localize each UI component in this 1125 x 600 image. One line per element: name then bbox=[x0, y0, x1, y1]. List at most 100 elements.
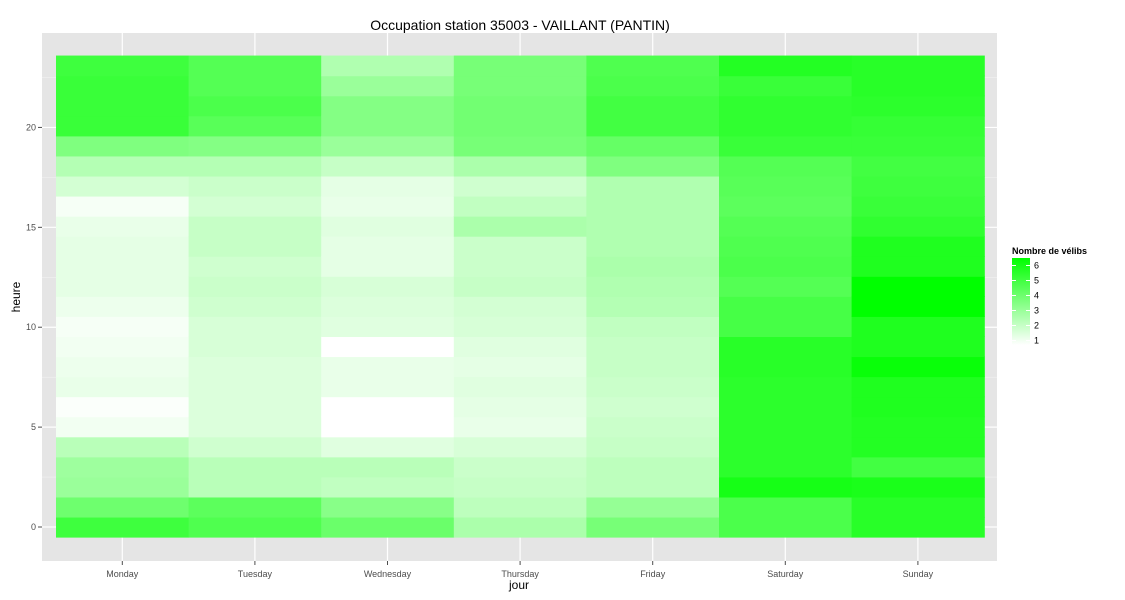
heatmap-cell bbox=[586, 416, 720, 438]
heatmap-cell bbox=[321, 296, 455, 317]
heatmap-cell bbox=[321, 396, 455, 418]
heatmap-cell bbox=[851, 336, 985, 358]
heatmap-cell bbox=[188, 216, 322, 237]
heatmap-cell bbox=[719, 195, 853, 217]
heatmap-cell bbox=[188, 155, 322, 177]
heatmap-cell bbox=[719, 216, 853, 237]
heatmap-cell bbox=[453, 236, 587, 257]
heatmap-cell bbox=[321, 516, 455, 538]
heatmap-cell bbox=[719, 95, 853, 117]
heatmap-cell bbox=[586, 195, 720, 217]
heatmap-cell bbox=[321, 95, 455, 117]
heatmap-cell bbox=[586, 115, 720, 137]
heatmap-cell bbox=[586, 516, 720, 538]
heatmap-cell bbox=[586, 436, 720, 458]
heatmap-cell bbox=[453, 276, 587, 297]
heatmap-cell bbox=[586, 216, 720, 237]
legend-tick-label: 2 bbox=[1034, 321, 1039, 331]
heatmap-cell bbox=[56, 436, 190, 458]
y-tick-label: 15 bbox=[26, 222, 36, 232]
heatmap-cell bbox=[188, 496, 322, 518]
heatmap-cell bbox=[586, 456, 720, 478]
heatmap-cell bbox=[321, 436, 455, 458]
heatmap-cell bbox=[719, 75, 853, 97]
heatmap-cell bbox=[321, 216, 455, 237]
heatmap-cell bbox=[56, 296, 190, 317]
legend-tick-label: 6 bbox=[1034, 261, 1039, 271]
heatmap-cell bbox=[851, 356, 985, 378]
legend-ticks: 1 2 3 4 5 6 bbox=[1012, 261, 1039, 346]
y-axis-title: heure bbox=[9, 281, 23, 312]
heatmap-cell bbox=[453, 75, 587, 97]
heatmap-cell bbox=[851, 236, 985, 257]
heatmap-cell bbox=[586, 336, 720, 358]
x-axis-ticks: Monday Tuesday Wednesday Thursday Friday Satu… bbox=[106, 561, 934, 579]
x-tick-label: Thursday bbox=[501, 569, 539, 579]
heatmap-cell bbox=[851, 496, 985, 518]
heatmap-cell bbox=[453, 216, 587, 237]
heatmap-cell bbox=[321, 476, 455, 498]
heatmap-cell bbox=[851, 316, 985, 337]
heatmap-cell bbox=[586, 236, 720, 257]
heatmap-cell bbox=[851, 476, 985, 498]
heatmap-cell bbox=[188, 336, 322, 358]
heatmap-cell bbox=[586, 476, 720, 498]
heatmap-cell bbox=[56, 336, 190, 358]
heatmap-cell bbox=[851, 516, 985, 538]
heatmap-cell bbox=[851, 195, 985, 217]
heatmap-cell bbox=[851, 456, 985, 478]
heatmap-cell bbox=[56, 316, 190, 337]
heatmap-cell bbox=[453, 516, 587, 538]
heatmap-cell bbox=[188, 236, 322, 257]
x-axis-title: jour bbox=[508, 578, 529, 592]
heatmap-cell bbox=[321, 175, 455, 197]
legend-tick-label: 4 bbox=[1034, 291, 1039, 301]
heatmap-cell bbox=[56, 416, 190, 438]
heatmap-cell bbox=[453, 356, 587, 378]
heatmap-cell bbox=[851, 95, 985, 117]
heatmap-cell bbox=[586, 75, 720, 97]
heatmap-cell bbox=[586, 256, 720, 277]
heatmap-cell bbox=[586, 376, 720, 398]
heatmap-cell bbox=[453, 155, 587, 177]
heatmap-cell bbox=[188, 476, 322, 498]
heatmap-cell bbox=[719, 55, 853, 77]
legend-tick-label: 1 bbox=[1034, 336, 1039, 346]
heatmap-cell bbox=[586, 296, 720, 317]
heatmap-cell bbox=[586, 155, 720, 177]
heatmap-cell bbox=[56, 256, 190, 277]
heatmap-cell bbox=[321, 55, 455, 77]
heatmap-cell bbox=[321, 356, 455, 378]
heatmap-cell bbox=[851, 376, 985, 398]
heatmap-cell bbox=[188, 416, 322, 438]
heatmap-cell bbox=[719, 336, 853, 358]
heatmap-cell bbox=[56, 516, 190, 538]
heatmap-cell bbox=[453, 416, 587, 438]
heatmap-cell bbox=[719, 416, 853, 438]
heatmap-cell bbox=[188, 256, 322, 277]
heatmap-cell bbox=[321, 456, 455, 478]
heatmap-cell bbox=[321, 316, 455, 337]
heatmap-cell bbox=[586, 396, 720, 418]
heatmap-cell bbox=[321, 135, 455, 157]
heatmap-cell bbox=[56, 396, 190, 418]
heatmap-cell bbox=[453, 476, 587, 498]
heatmap-cell bbox=[586, 55, 720, 77]
heatmap-cell bbox=[56, 276, 190, 297]
y-tick-label: 20 bbox=[26, 122, 36, 132]
heatmap-cell bbox=[851, 75, 985, 97]
heatmap-cell bbox=[188, 396, 322, 418]
heatmap-cell bbox=[56, 456, 190, 478]
heatmap-cell bbox=[586, 316, 720, 337]
heatmap-cell bbox=[719, 396, 853, 418]
heatmap-cell bbox=[719, 135, 853, 157]
heatmap-cell bbox=[586, 95, 720, 117]
heatmap-cell bbox=[453, 175, 587, 197]
heatmap-cell bbox=[321, 336, 455, 358]
heatmap-cell bbox=[851, 296, 985, 317]
heatmap-cell bbox=[719, 376, 853, 398]
y-tick-label: 5 bbox=[31, 422, 36, 432]
heatmap-cell bbox=[851, 175, 985, 197]
heatmap-cell bbox=[851, 276, 985, 297]
